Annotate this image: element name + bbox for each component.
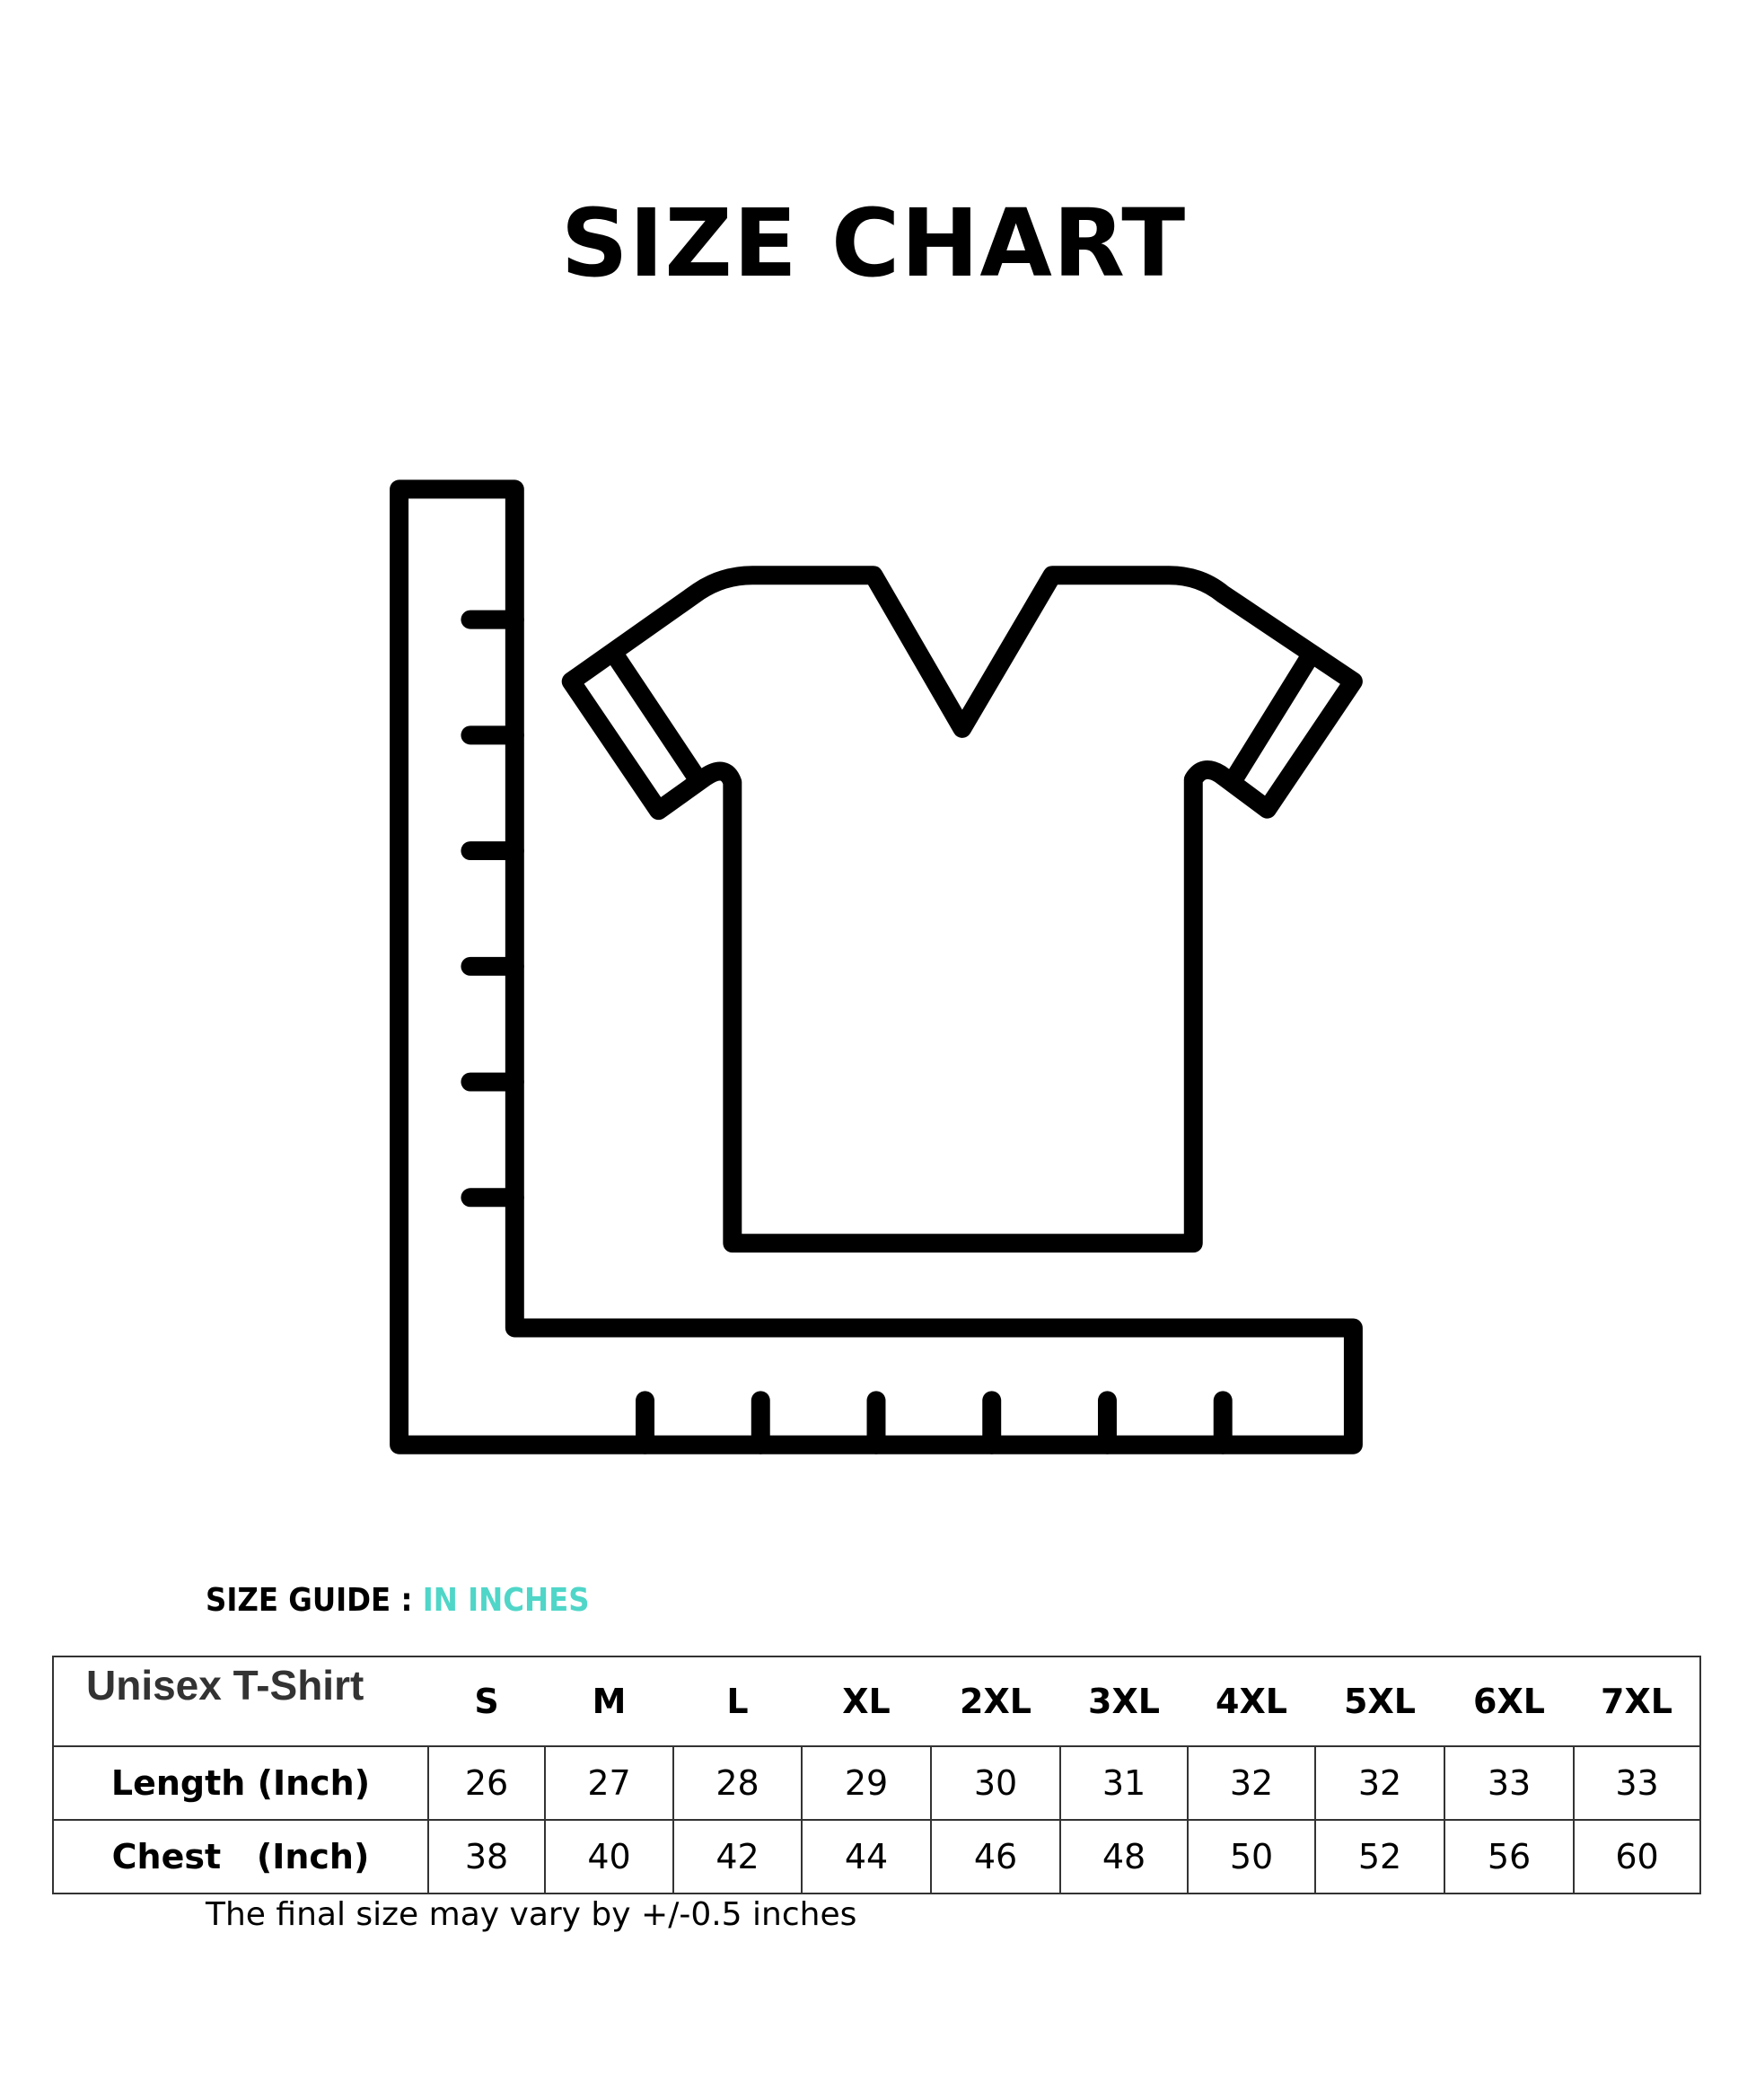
table-row-chest: Chest (Inch) 38 40 42 44 46 48 50 52 56 … <box>52 1819 1701 1894</box>
size-header: 6XL <box>1444 1656 1574 1747</box>
table-cell: 50 <box>1187 1819 1316 1894</box>
table-cell: 27 <box>544 1745 674 1821</box>
size-header: XL <box>802 1656 931 1747</box>
table-cell: 52 <box>1314 1819 1445 1894</box>
table-cell: 32 <box>1187 1745 1316 1821</box>
size-header: L <box>673 1656 802 1747</box>
table-cell: 38 <box>427 1819 546 1894</box>
size-header: 5XL <box>1315 1656 1444 1747</box>
table-cell: 40 <box>544 1819 674 1894</box>
page-title: SIZE CHART <box>560 189 1187 298</box>
row-label: Chest (Inch) <box>52 1819 429 1894</box>
size-header: 3XL <box>1060 1656 1188 1747</box>
table-cell: 60 <box>1573 1819 1701 1894</box>
size-note: The final size may vary by +/-0.5 inches <box>206 1896 857 1933</box>
size-header: 4XL <box>1188 1656 1315 1747</box>
table-cell: 32 <box>1314 1745 1445 1821</box>
size-guide-heading: SIZE GUIDE : IN INCHES <box>206 1582 590 1619</box>
tshirt-icon <box>561 566 1363 1253</box>
table-cell: 30 <box>930 1745 1061 1821</box>
size-guide-label: SIZE GUIDE : <box>206 1582 423 1619</box>
table-row-length: Length (Inch) 26 27 28 29 30 31 32 32 33… <box>52 1745 1701 1821</box>
table-cell: 33 <box>1573 1745 1701 1821</box>
ruler-icon <box>390 479 1363 1454</box>
size-header: 7XL <box>1574 1656 1701 1747</box>
size-header: S <box>428 1656 545 1747</box>
table-cell: 44 <box>801 1819 932 1894</box>
ruler-ticks-horizontal <box>636 1391 1233 1454</box>
table-cell: 46 <box>930 1819 1061 1894</box>
table-header-row: Unisex T-Shirt S M L XL 2XL 3XL 4XL 5XL … <box>52 1656 1701 1747</box>
table-cell: 33 <box>1444 1745 1575 1821</box>
size-header: 2XL <box>931 1656 1060 1747</box>
size-table: Unisex T-Shirt S M L XL 2XL 3XL 4XL 5XL … <box>52 1656 1701 1894</box>
table-cell: 29 <box>801 1745 932 1821</box>
table-cell: 56 <box>1444 1819 1575 1894</box>
table-cell: 26 <box>427 1745 546 1821</box>
ruler-ticks-vertical <box>461 610 524 1208</box>
row-label: Length (Inch) <box>52 1745 429 1821</box>
table-cell: 42 <box>672 1819 803 1894</box>
table-corner-label: Unisex T-Shirt <box>52 1656 428 1747</box>
table-cell: 28 <box>672 1745 803 1821</box>
size-header: M <box>545 1656 673 1747</box>
size-guide-unit: IN INCHES <box>422 1582 590 1619</box>
table-cell: 31 <box>1059 1745 1189 1821</box>
table-cell: 48 <box>1059 1819 1189 1894</box>
